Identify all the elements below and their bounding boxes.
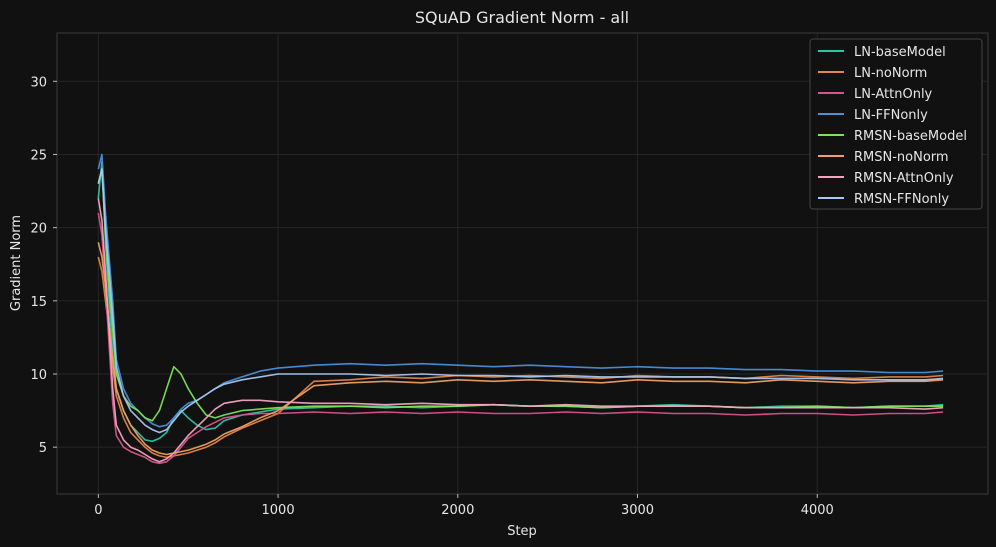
legend-label: LN-FFNonly: [854, 108, 928, 123]
x-tick-label: 0: [94, 503, 102, 518]
legend-label: RMSN-baseModel: [854, 129, 967, 144]
y-axis-label: Gradient Norm: [9, 215, 24, 311]
legend-box: [809, 38, 983, 210]
series-line-ln-ffnonly: [97, 153, 944, 428]
y-tick-label: 20: [30, 222, 47, 237]
x-tick-label: 1000: [262, 503, 295, 518]
legend-label: LN-noNorm: [854, 66, 927, 81]
x-axis-label: Step: [507, 524, 537, 539]
legend-label: RMSN-noNorm: [854, 150, 949, 165]
y-tick-label: 10: [30, 368, 47, 383]
series-line-rmsn-attnonly: [97, 198, 944, 463]
x-tick-label: 2000: [441, 503, 474, 518]
legend-label: LN-AttnOnly: [854, 87, 933, 102]
series-line-ln-attnonly: [97, 212, 944, 465]
axis-ticks: 0 1000 2000 3000 4000 5 10 15 20 25 30: [30, 75, 833, 518]
series-line-rmsn-nonorm: [97, 242, 944, 456]
y-tick-label: 25: [30, 148, 47, 163]
legend-label: RMSN-FFNonly: [854, 192, 949, 207]
series-line-rmsn-ffnonly: [97, 168, 944, 434]
chart-title: SQuAD Gradient Norm - all: [415, 8, 629, 27]
y-tick-label: 15: [30, 295, 47, 310]
legend: LN-baseModel LN-noNorm LN-AttnOnly LN-FFNon…: [809, 38, 983, 210]
legend-label: RMSN-AttnOnly: [854, 171, 954, 186]
y-tick-label: 5: [39, 441, 47, 456]
x-tick-label: 4000: [801, 503, 834, 518]
y-tick-label: 30: [30, 75, 47, 90]
legend-label: LN-baseModel: [854, 45, 946, 60]
series-layer: [97, 153, 944, 465]
x-tick-label: 3000: [621, 503, 654, 518]
